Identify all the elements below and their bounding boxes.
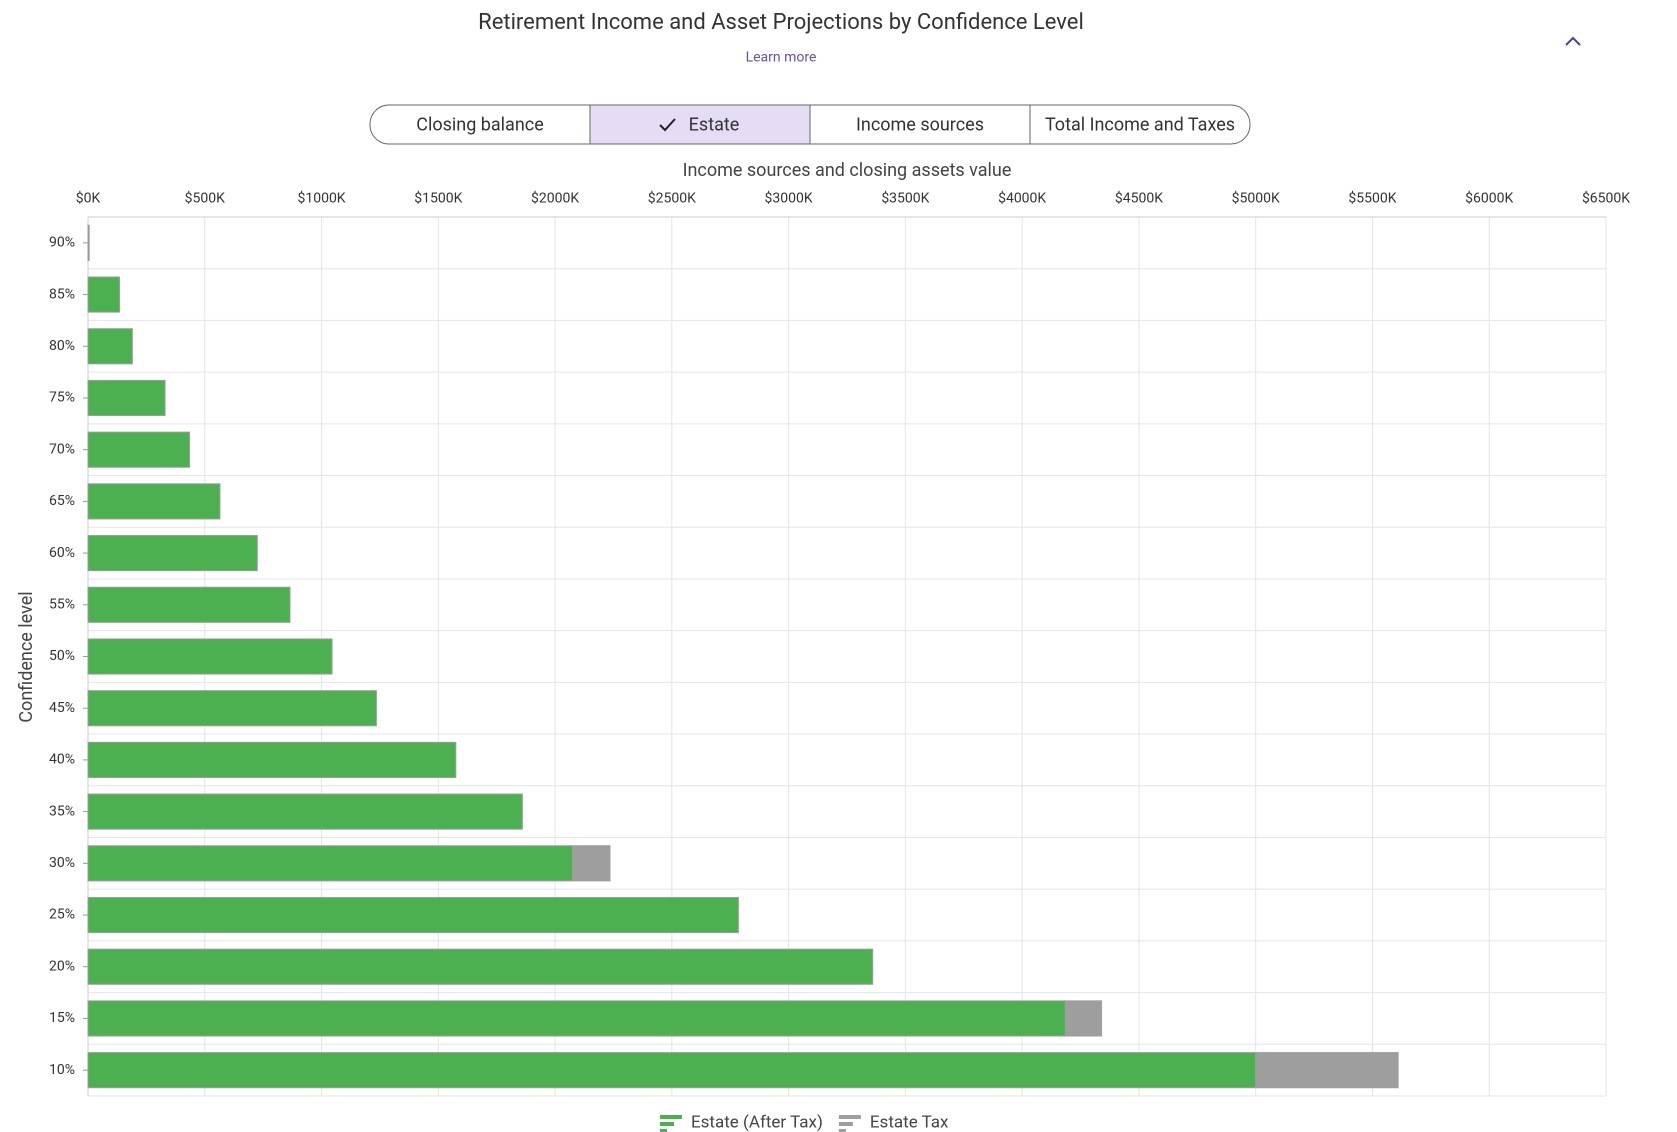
- check-icon: [659, 118, 676, 132]
- bar-segment: [87, 586, 291, 623]
- bar-segment: [87, 690, 377, 727]
- y-tick-label: 75%: [49, 390, 75, 406]
- legend-swatch: [838, 1122, 853, 1126]
- y-tick-label: 90%: [49, 235, 75, 251]
- x-tick-label: $500K: [185, 190, 225, 207]
- x-tick-label: $5000K: [1232, 190, 1280, 207]
- y-tick-label: 60%: [49, 545, 75, 561]
- bar-segment: [87, 328, 133, 365]
- legend-swatch: [838, 1129, 846, 1132]
- legend-swatch: [838, 1115, 861, 1119]
- x-tick-label: $5500K: [1348, 190, 1396, 207]
- x-tick-label: $6000K: [1465, 190, 1513, 207]
- bar-segment: [87, 276, 121, 313]
- x-tick-label: $0K: [76, 190, 101, 207]
- y-tick-label: 85%: [49, 286, 75, 302]
- x-tick-label: $2000K: [531, 190, 579, 207]
- tab[interactable]: Total Income and Taxes: [1045, 114, 1235, 135]
- x-tick-label: $3000K: [765, 190, 813, 207]
- collapse-icon[interactable]: [1565, 36, 1581, 46]
- x-axis-title: Income sources and closing assets value: [683, 160, 1012, 181]
- y-tick-label: 25%: [49, 907, 75, 923]
- y-tick-label: 15%: [49, 1010, 75, 1026]
- bar-segment: [87, 431, 191, 468]
- bar-segment: [87, 483, 221, 520]
- tab-outline: [369, 104, 1251, 145]
- learn-more-link[interactable]: Learn more: [746, 50, 817, 66]
- y-tick-label: 55%: [49, 596, 75, 612]
- y-tick-label: 35%: [49, 803, 75, 819]
- legend-label[interactable]: Estate (After Tax): [691, 1112, 823, 1132]
- tab[interactable]: Closing balance: [416, 114, 544, 135]
- bar-segment: [87, 741, 457, 778]
- legend-swatch: [660, 1129, 667, 1132]
- bar-segment: [87, 379, 166, 417]
- bar-segment: [87, 638, 333, 675]
- y-tick-label: 70%: [49, 441, 75, 457]
- tab-selected-bg: [590, 105, 810, 144]
- x-tick-label: $4500K: [1115, 190, 1163, 207]
- x-tick-label: $1500K: [414, 190, 462, 207]
- bar-segment: [1064, 1000, 1103, 1037]
- bar-segment: [87, 224, 90, 261]
- bar-segment: [87, 948, 874, 985]
- chart-title: Retirement Income and Asset Projections …: [478, 10, 1084, 35]
- bar-segment: [87, 1052, 1257, 1089]
- tab-group: Closing balance Estate Income sources Total…: [369, 104, 1251, 145]
- bar-segment: [87, 1000, 1066, 1037]
- bar-segment: [572, 845, 611, 882]
- y-tick-label: 40%: [49, 752, 75, 768]
- legend-label[interactable]: Estate Tax: [870, 1112, 949, 1132]
- y-tick-label: 45%: [49, 700, 75, 716]
- x-tick-label: $2500K: [648, 190, 696, 207]
- legend-swatch: [660, 1115, 682, 1119]
- y-tick-label: 30%: [49, 855, 75, 871]
- x-tick-label: $6500K: [1582, 190, 1630, 207]
- bar-segment: [87, 793, 523, 830]
- x-tick-label: $1000K: [297, 190, 345, 207]
- tab[interactable]: Estate: [689, 114, 740, 135]
- x-tick-label: $3500K: [881, 190, 929, 207]
- y-tick-label: 10%: [49, 1062, 75, 1078]
- bar-segment: [87, 896, 739, 934]
- bar-segment: [87, 535, 258, 572]
- y-tick-label: 50%: [49, 648, 75, 664]
- bar-segment: [1255, 1052, 1399, 1089]
- bar-segment: [87, 845, 574, 882]
- y-axis-title: Confidence level: [16, 591, 37, 722]
- y-tick-label: 80%: [49, 338, 75, 354]
- y-tick-label: 65%: [49, 493, 75, 509]
- x-tick-label: $4000K: [998, 190, 1046, 207]
- legend-swatch: [660, 1122, 674, 1126]
- y-tick-label: 20%: [49, 958, 75, 974]
- tab[interactable]: Income sources: [856, 114, 984, 135]
